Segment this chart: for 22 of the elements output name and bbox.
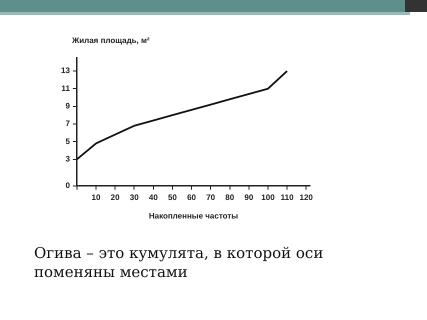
y-tick-label: 0: [65, 181, 70, 190]
y-tick-label: 7: [65, 119, 70, 128]
x-tick-label: 70: [206, 192, 216, 202]
x-axis-title: Накопленные частоты: [148, 211, 238, 220]
x-tick-label: 100: [261, 192, 276, 202]
x-tick-label: 10: [92, 192, 101, 202]
y-tick-label: 5: [65, 136, 70, 146]
y-tick-label: 9: [65, 102, 70, 111]
y-axis-title: Жилая площадь, м²: [72, 36, 150, 45]
x-tick-label: 40: [148, 192, 158, 202]
x-tick-label: 60: [187, 192, 197, 202]
x-tick-label: 120: [300, 192, 314, 202]
x-tick-label: 80: [225, 192, 235, 202]
x-tick-label: 50: [168, 192, 178, 202]
y-tick-label: 3: [65, 154, 70, 164]
text: Огива – это кумулята, в которой оси поменяны местами: [34, 244, 324, 282]
x-tick-label: 110: [280, 192, 294, 202]
x-tick-label: 20: [110, 192, 120, 202]
y-tick-label: 11: [61, 84, 70, 93]
x-tick-label: 30: [130, 192, 140, 202]
y-tick-label: 13: [60, 66, 70, 76]
x-tick-label: 90: [244, 192, 254, 202]
